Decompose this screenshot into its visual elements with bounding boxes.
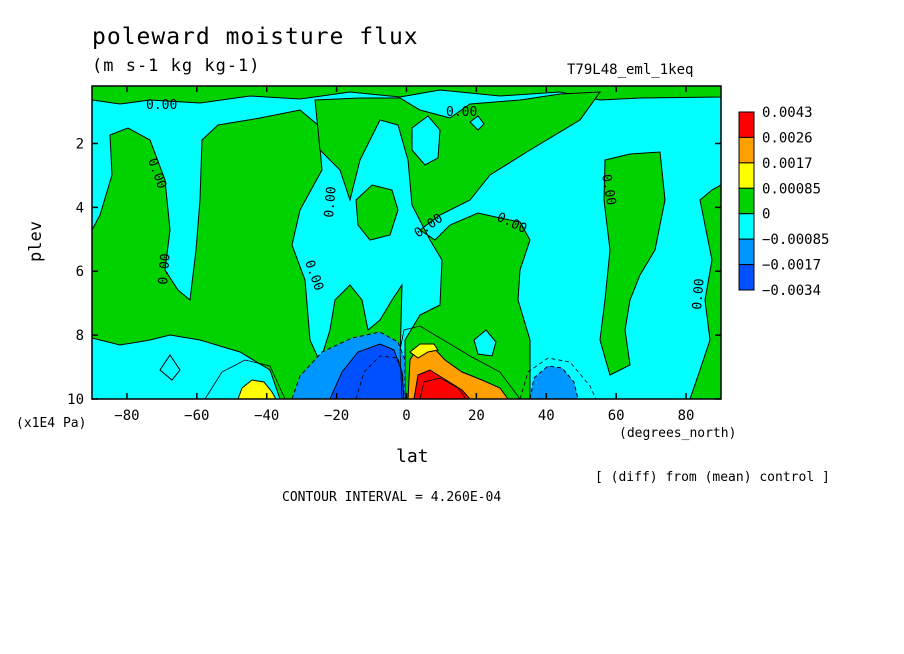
contour-label: 0.00 bbox=[146, 98, 177, 113]
x-tick-label: 0 bbox=[402, 408, 410, 424]
region-nh-highlat-green bbox=[599, 151, 666, 376]
diff-note: [ (diff) from (mean) control ] bbox=[595, 470, 830, 485]
colorbar-label: −0.0017 bbox=[762, 258, 821, 274]
colorbar-swatch bbox=[738, 162, 755, 189]
colorbar-swatch bbox=[738, 264, 755, 291]
chart-title: poleward moisture flux bbox=[92, 24, 419, 50]
contour-interval: CONTOUR INTERVAL = 4.260E-04 bbox=[282, 490, 502, 505]
colorbar-label: −0.0034 bbox=[762, 283, 821, 299]
x-tick-label: −20 bbox=[324, 408, 349, 424]
region-nh-blue bbox=[529, 365, 579, 399]
contour-line-3 bbox=[519, 357, 597, 399]
contour-line-4 bbox=[355, 355, 405, 399]
y-axis: 2 4 6 8 10 bbox=[67, 136, 721, 408]
contour-label: 0.00 bbox=[156, 253, 174, 286]
region-sh-midlat-green bbox=[92, 109, 403, 399]
region-nh-red bbox=[413, 369, 471, 399]
region-cyan-hole-sh bbox=[159, 354, 181, 381]
contour-line-2 bbox=[399, 325, 521, 399]
contour-line-1 bbox=[204, 359, 286, 399]
y-tick-label: 2 bbox=[76, 136, 84, 152]
x-tick-label: 20 bbox=[468, 408, 485, 424]
chart-units: (m s-1 kg kg-1) bbox=[92, 56, 261, 76]
region-nh-edge-green bbox=[689, 184, 721, 399]
colorbar-swatch bbox=[738, 187, 755, 215]
plot-area bbox=[92, 86, 721, 399]
colorbar-label: −0.00085 bbox=[762, 232, 829, 248]
x-axis-label: lat bbox=[396, 446, 429, 467]
region-tropics-green bbox=[314, 91, 602, 399]
contour-label: 0.00 bbox=[446, 105, 477, 120]
y-tick-label: 6 bbox=[76, 264, 84, 280]
colorbar-label: 0 bbox=[762, 207, 770, 223]
colorbar-label: 0.0043 bbox=[762, 105, 813, 121]
contour-label: 0.00 bbox=[322, 186, 340, 219]
x-tick-label: −60 bbox=[184, 408, 209, 424]
x-tick-label: 80 bbox=[678, 408, 695, 424]
colorbar-swatch bbox=[738, 238, 755, 266]
x-tick-label: −80 bbox=[114, 408, 139, 424]
colorbar-label: 0.0017 bbox=[762, 156, 813, 172]
experiment-label: T79L48_eml_1keq bbox=[567, 62, 694, 78]
contour-label: 0.00 bbox=[690, 278, 708, 311]
colorbar: 0.0043 0.0026 0.0017 0.00085 0 −0.00085 −0.001… bbox=[738, 105, 829, 299]
region-cyan-hole-2 bbox=[473, 329, 497, 357]
contour-label: 0.00 bbox=[598, 173, 618, 206]
x-tick-label: 40 bbox=[538, 408, 555, 424]
y-tick-label: 8 bbox=[76, 328, 84, 344]
x-axis-unit: (degrees_north) bbox=[619, 426, 737, 441]
x-axis: −80 −60 −40 −20 0 20 40 60 80 bbox=[114, 86, 694, 424]
region-cyan-hole-3 bbox=[469, 115, 485, 131]
colorbar-swatch bbox=[738, 213, 755, 240]
region-sh-deep-blue bbox=[329, 343, 405, 399]
colorbar-label: 0.00085 bbox=[762, 181, 821, 197]
region-green-blob-sh bbox=[355, 184, 399, 241]
colorbar-swatch bbox=[738, 111, 755, 138]
colorbar-label: 0.0026 bbox=[762, 130, 813, 146]
y-tick-label: 10 bbox=[67, 392, 84, 408]
region-nh-yellow-rim bbox=[409, 343, 439, 359]
x-tick-label: −40 bbox=[254, 408, 279, 424]
region-cyan-hole-1 bbox=[411, 115, 441, 166]
x-tick-label: 60 bbox=[608, 408, 625, 424]
region-top-green bbox=[92, 86, 721, 105]
y-axis-unit: (x1E4 Pa) bbox=[16, 416, 87, 431]
colorbar-swatch bbox=[738, 136, 755, 164]
y-tick-label: 4 bbox=[76, 200, 84, 216]
contour-line-5 bbox=[419, 377, 467, 399]
